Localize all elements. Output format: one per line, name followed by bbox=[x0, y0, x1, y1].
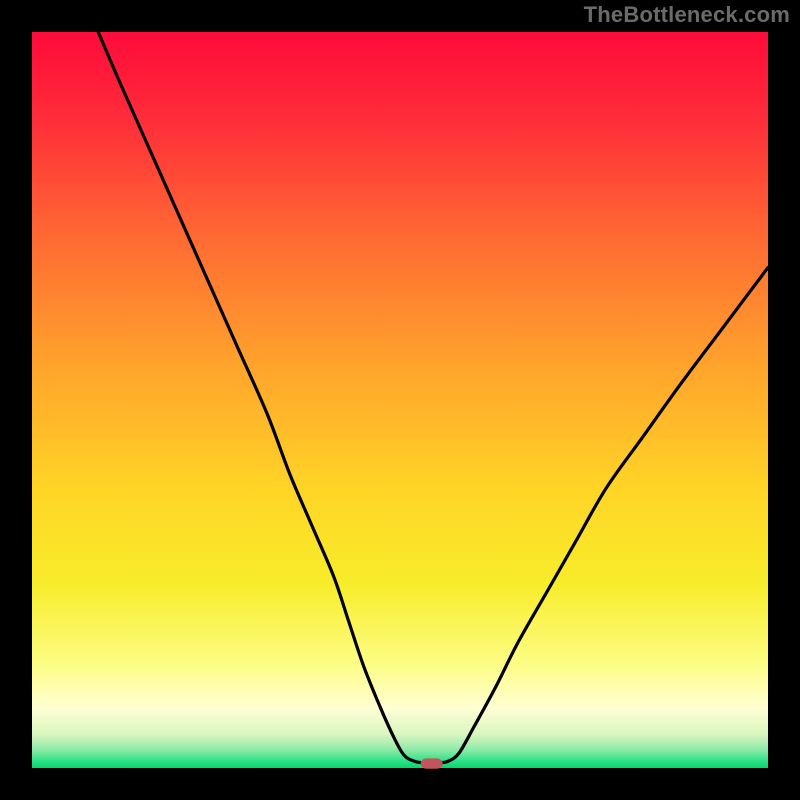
chart-stage: TheBottleneck.com bbox=[0, 0, 800, 800]
watermark-text: TheBottleneck.com bbox=[584, 2, 790, 28]
optimal-point-marker bbox=[421, 758, 443, 768]
bottleneck-curve-chart bbox=[0, 0, 800, 800]
plot-background bbox=[32, 32, 768, 768]
